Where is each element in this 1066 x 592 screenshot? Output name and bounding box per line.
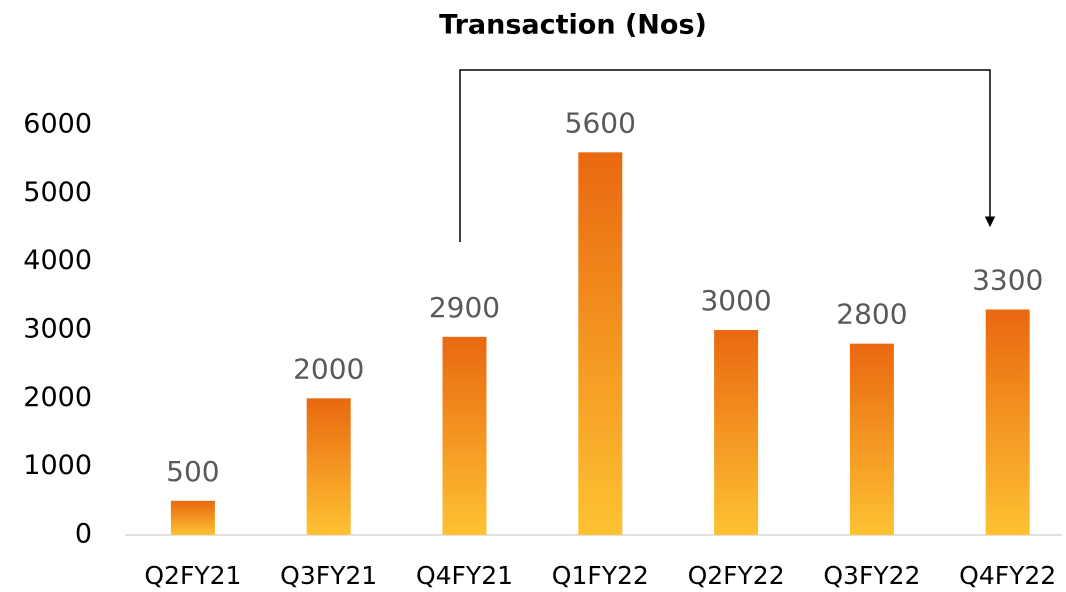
- value-label: 3000: [700, 284, 771, 317]
- y-tick-label: 4000: [23, 245, 92, 276]
- bar: [714, 330, 759, 535]
- x-tick-label: Q3FY22: [823, 561, 920, 590]
- bar: [306, 398, 351, 535]
- value-label: 2900: [429, 291, 500, 324]
- bar: [170, 500, 215, 535]
- y-tick-label: 3000: [23, 314, 92, 345]
- value-label: 500: [166, 455, 219, 488]
- bar: [442, 336, 487, 535]
- value-label: 2000: [293, 352, 364, 385]
- value-label: 2800: [836, 298, 907, 331]
- chart-title: Transaction (Nos): [439, 10, 707, 41]
- x-tick-label: Q4FY21: [416, 561, 513, 590]
- bar: [849, 343, 894, 535]
- bar: [985, 309, 1030, 535]
- x-tick-label: Q3FY21: [280, 561, 377, 590]
- connector-arrow: [459, 69, 996, 242]
- bar: [578, 152, 623, 536]
- y-tick-label: 2000: [23, 382, 92, 413]
- y-tick-label: 6000: [23, 109, 92, 140]
- y-tick-label: 5000: [23, 177, 92, 208]
- value-label: 3300: [972, 264, 1043, 297]
- x-tick-label: Q2FY21: [144, 561, 241, 590]
- x-tick-label: Q4FY22: [959, 561, 1056, 590]
- y-tick-label: 1000: [23, 450, 92, 481]
- x-tick-label: Q2FY22: [688, 561, 785, 590]
- value-label: 5600: [565, 106, 636, 139]
- y-tick-label: 0: [75, 519, 92, 550]
- x-tick-label: Q1FY22: [552, 561, 649, 590]
